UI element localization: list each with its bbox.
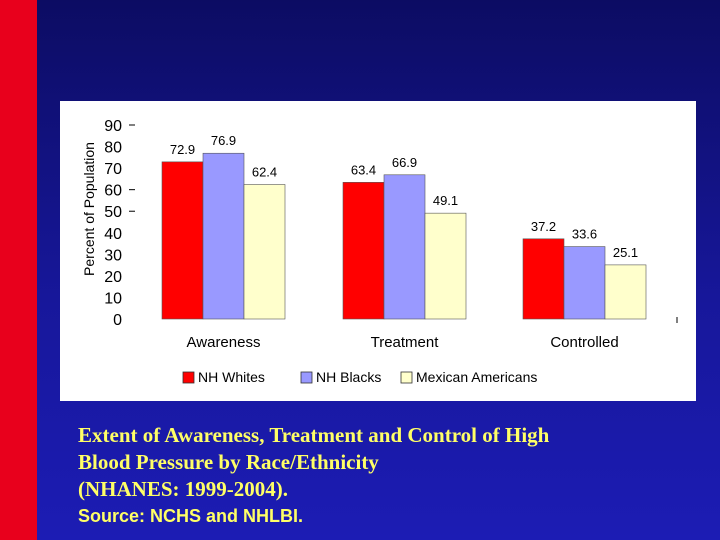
chart-panel: Percent of Population 0 10 20 30 40 50 60 70 80 9… <box>60 101 696 401</box>
x-category-label: Treatment <box>371 334 440 351</box>
y-tick-label: 50 <box>104 204 122 221</box>
slide-caption: Extent of Awareness, Treatment and Contr… <box>78 422 698 503</box>
data-label: 25.1 <box>613 245 638 260</box>
data-label: 33.6 <box>572 227 597 242</box>
data-label: 62.4 <box>252 164 277 179</box>
bar-nh-whites <box>161 161 204 320</box>
y-tick-label: 10 <box>104 290 122 307</box>
bar-nh-whites <box>522 238 565 320</box>
bar-nh-blacks <box>563 246 606 320</box>
bar-nh-whites <box>342 182 385 320</box>
bar-mexican-americans <box>243 184 286 320</box>
left-accent-strip <box>0 0 37 540</box>
y-tick-label: 70 <box>104 161 122 178</box>
data-label: 37.2 <box>531 219 556 234</box>
legend-label: NH Whites <box>198 369 265 385</box>
legend-label: NH Blacks <box>316 369 381 385</box>
data-label: 49.1 <box>433 193 458 208</box>
legend-swatch-nh-whites <box>182 371 195 384</box>
legend-swatch-mexican-americans <box>400 371 413 384</box>
caption-line-3: (NHANES: 1999-2004). <box>78 477 288 501</box>
data-label: 63.4 <box>351 162 376 177</box>
bar-chart: Percent of Population 0 10 20 30 40 50 60 70 80 9… <box>81 118 678 385</box>
data-label: 76.9 <box>211 133 236 148</box>
y-tick-label: 30 <box>104 247 122 264</box>
bar-nh-blacks <box>202 152 245 320</box>
bar-nh-blacks <box>383 174 426 320</box>
data-label: 72.9 <box>170 142 195 157</box>
bar-mexican-americans <box>424 212 467 320</box>
y-tick-label: 80 <box>104 140 122 157</box>
y-tick-label: 20 <box>104 269 122 286</box>
x-category-label: Awareness <box>187 334 261 351</box>
y-axis-label: Percent of Population <box>81 142 97 276</box>
y-tick-label: 90 <box>104 118 122 135</box>
caption-line-1: Extent of Awareness, Treatment and Contr… <box>78 423 550 447</box>
bar-mexican-americans <box>604 264 647 320</box>
legend-label: Mexican Americans <box>416 369 537 385</box>
caption-line-2: Blood Pressure by Race/Ethnicity <box>78 450 379 474</box>
data-label: 66.9 <box>392 155 417 170</box>
y-tick-label: 0 <box>113 312 122 329</box>
source-note: Source: NCHS and NHLBI. <box>78 506 304 526</box>
x-category-label: Controlled <box>550 334 618 351</box>
legend-swatch-nh-blacks <box>300 371 313 384</box>
y-tick-label: 60 <box>104 183 122 200</box>
y-tick-label: 40 <box>104 226 122 243</box>
